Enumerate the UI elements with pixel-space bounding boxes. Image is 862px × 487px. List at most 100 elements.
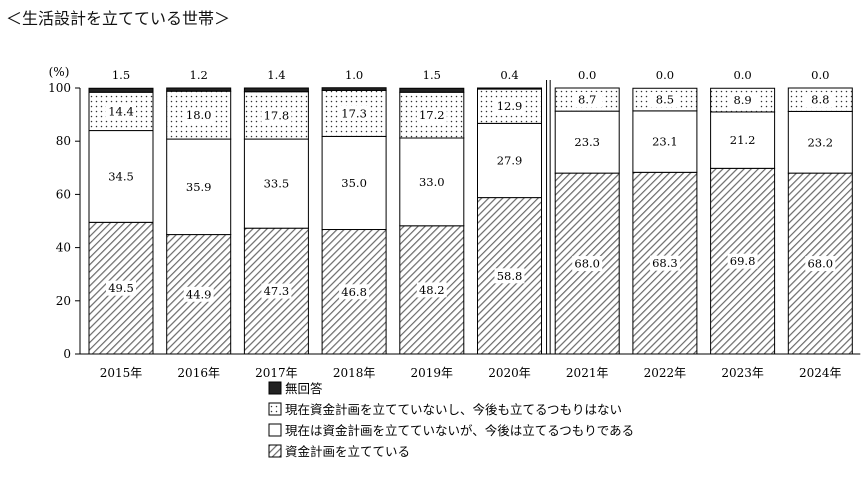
data-label: 8.5 xyxy=(656,93,674,107)
data-label-bg xyxy=(261,107,292,123)
data-label: 8.8 xyxy=(811,93,829,107)
legend-label: 現在は資金計画を立てていないが、今後は立てるつもりである xyxy=(285,423,634,438)
data-label: 35.9 xyxy=(186,180,212,194)
x-tick-label: 2022年 xyxy=(644,366,687,380)
legend-swatch xyxy=(268,402,282,416)
bar-segment xyxy=(321,135,387,231)
data-label-bg xyxy=(339,284,370,300)
data-label-bg xyxy=(649,92,680,108)
top-value-label: 1.4 xyxy=(267,68,285,82)
data-label-bg xyxy=(183,286,214,302)
bar-segment xyxy=(554,110,620,174)
legend: 無回答現在資金計画を立てていないし、今後も立てるつもりはない現在は資金計画を立て… xyxy=(268,381,634,459)
chart-title: ＜生活設計を立てている世帯＞ xyxy=(6,9,231,28)
data-label: 8.9 xyxy=(733,93,751,107)
bar-segment xyxy=(710,111,776,169)
data-label: 14.4 xyxy=(108,104,134,118)
data-label-bg xyxy=(727,92,758,108)
bar-segment xyxy=(321,87,387,91)
data-label: 33.0 xyxy=(419,175,445,189)
data-label: 18.0 xyxy=(186,108,212,122)
plot-area: 0 20 40 60 80 100 (%) 49.5 34.5 14.4 1.5 2015年 44.9 3… xyxy=(48,65,861,380)
data-label: 48.2 xyxy=(419,283,445,297)
y-tick-label: 0 xyxy=(63,347,71,361)
x-tick-label: 2018年 xyxy=(333,366,376,380)
data-label: 35.0 xyxy=(341,176,367,190)
data-label: 8.7 xyxy=(578,93,596,107)
data-label: 44.9 xyxy=(186,287,212,301)
bar-segment xyxy=(166,87,232,92)
data-label: 23.2 xyxy=(807,135,833,149)
data-label-bg xyxy=(727,253,758,269)
bar-segment xyxy=(399,137,465,227)
data-label: 68.0 xyxy=(807,257,833,271)
top-value-label: 0.0 xyxy=(656,68,674,82)
data-label: 23.3 xyxy=(574,135,600,149)
x-tick-label: 2023年 xyxy=(721,366,764,380)
data-label-bg xyxy=(805,92,836,108)
data-label-bg xyxy=(339,105,370,121)
data-label: 17.8 xyxy=(264,108,290,122)
top-value-label: 1.5 xyxy=(423,68,441,82)
x-tick-label: 2024年 xyxy=(799,366,842,380)
data-label-bg xyxy=(572,256,603,272)
y-unit-label: (%) xyxy=(49,65,70,79)
data-label-bg xyxy=(649,255,680,271)
y-tick-label: 100 xyxy=(48,81,71,95)
data-label-bg xyxy=(494,98,525,114)
top-value-label: 1.2 xyxy=(190,68,208,82)
data-label: 69.8 xyxy=(730,254,756,268)
x-tick-label: 2015年 xyxy=(100,366,143,380)
legend-label: 現在資金計画を立てていないし、今後も立てるつもりはない xyxy=(285,402,622,417)
top-value-label: 1.0 xyxy=(345,68,363,82)
x-tick-label: 2021年 xyxy=(566,366,609,380)
y-tick-label: 20 xyxy=(56,294,71,308)
legend-swatch xyxy=(268,381,282,395)
bar-segment xyxy=(88,130,154,223)
data-label: 46.8 xyxy=(341,285,367,299)
data-label: 47.3 xyxy=(264,284,290,298)
bar-segment xyxy=(88,87,154,93)
y-tick-label: 40 xyxy=(56,241,71,255)
data-label: 17.2 xyxy=(419,108,445,122)
legend-label: 無回答 xyxy=(285,381,323,396)
data-label-bg xyxy=(106,280,136,296)
bar-segment xyxy=(166,138,232,236)
x-tick-label: 2017年 xyxy=(255,366,298,380)
legend-label: 資金計画を立てている xyxy=(285,444,410,459)
data-label-bg xyxy=(805,256,836,272)
bar-segment xyxy=(243,87,309,93)
top-value-label: 0.0 xyxy=(578,68,596,82)
x-tick-label: 2020年 xyxy=(488,366,531,380)
x-tick-label: 2016年 xyxy=(177,366,220,380)
top-value-label: 0.4 xyxy=(500,68,518,82)
data-label: 68.3 xyxy=(652,256,678,270)
data-label: 27.9 xyxy=(497,153,523,167)
data-label-bg xyxy=(261,283,292,299)
data-label-bg xyxy=(416,107,447,123)
bar-segment xyxy=(477,122,542,199)
data-label: 49.5 xyxy=(108,281,134,295)
data-label: 12.9 xyxy=(497,99,523,113)
legend-swatch xyxy=(268,444,282,458)
data-label: 17.3 xyxy=(341,106,367,120)
data-label: 21.2 xyxy=(730,133,756,147)
data-label: 33.5 xyxy=(264,177,290,191)
top-value-label: 0.0 xyxy=(733,68,751,82)
data-label-bg xyxy=(494,268,525,284)
bar-segment xyxy=(399,87,465,93)
data-label-bg xyxy=(416,282,447,298)
data-label-bg xyxy=(572,92,603,108)
bar-segment xyxy=(477,87,542,90)
bar-segment xyxy=(243,138,309,229)
x-tick-label: 2019年 xyxy=(411,366,454,380)
y-tick-label: 80 xyxy=(56,134,71,148)
data-label: 58.8 xyxy=(497,269,523,283)
data-label-bg xyxy=(183,107,214,123)
data-label: 34.5 xyxy=(108,169,134,183)
top-value-label: 1.5 xyxy=(112,68,130,82)
data-label-bg xyxy=(106,103,136,119)
data-label: 68.0 xyxy=(574,257,600,271)
data-label: 23.1 xyxy=(652,135,678,149)
